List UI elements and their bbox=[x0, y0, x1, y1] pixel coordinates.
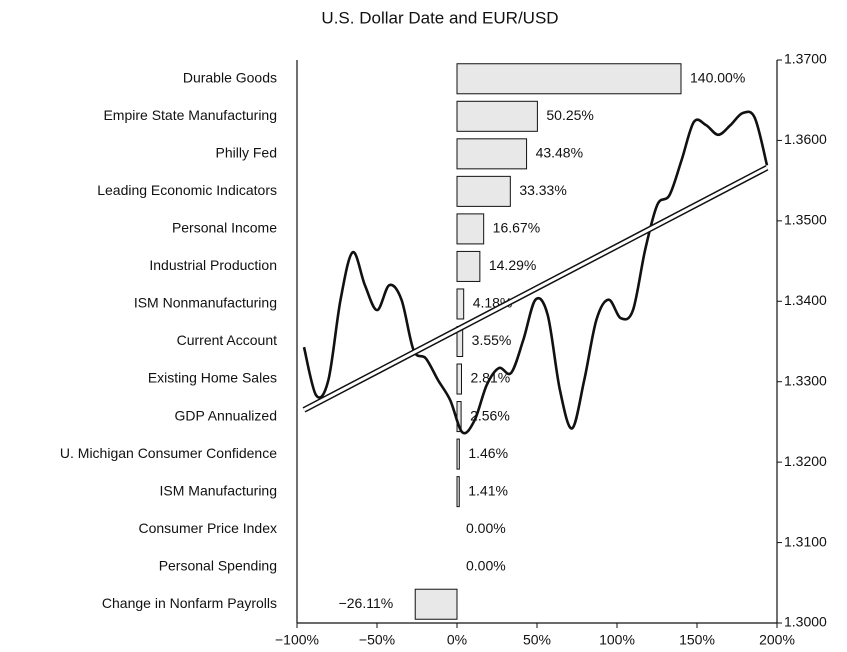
category-label: Consumer Price Index bbox=[138, 520, 277, 536]
value-label: 50.25% bbox=[546, 107, 593, 123]
category-label: U. Michigan Consumer Confidence bbox=[60, 445, 277, 461]
x-tick-label: −50% bbox=[359, 632, 395, 648]
bar bbox=[456, 363, 462, 395]
value-label: 14.29% bbox=[489, 257, 536, 273]
bar bbox=[456, 138, 528, 170]
category-label: Existing Home Sales bbox=[148, 370, 277, 386]
category-label: GDP Annualized bbox=[175, 407, 277, 423]
value-label: 1.46% bbox=[468, 445, 508, 461]
chart-title: U.S. Dollar Date and EUR/USD bbox=[321, 8, 558, 27]
bar bbox=[456, 438, 460, 470]
category-label: Change in Nonfarm Payrolls bbox=[102, 595, 277, 611]
eurusd-line bbox=[302, 110, 769, 435]
bar bbox=[414, 588, 458, 620]
y2-tick-label: 1.3700 bbox=[784, 51, 827, 67]
value-label: 0.00% bbox=[466, 520, 506, 536]
y2-tick-label: 1.3000 bbox=[784, 614, 827, 630]
y2-tick-label: 1.3500 bbox=[784, 212, 827, 228]
value-label: 1.41% bbox=[468, 482, 508, 498]
category-label: ISM Manufacturing bbox=[160, 482, 278, 498]
x-tick-label: 150% bbox=[679, 632, 715, 648]
value-label: −26.11% bbox=[339, 595, 394, 611]
bar bbox=[456, 175, 511, 207]
x-tick-label: −100% bbox=[275, 632, 319, 648]
category-label: Personal Spending bbox=[159, 557, 277, 573]
value-label: 140.00% bbox=[690, 69, 745, 85]
x-tick-label: 0% bbox=[447, 632, 467, 648]
category-label: Industrial Production bbox=[149, 257, 277, 273]
category-label: ISM Nonmanufacturing bbox=[134, 295, 277, 311]
category-label: Empire State Manufacturing bbox=[103, 107, 277, 123]
trend-line bbox=[303, 166, 768, 412]
value-label: 2.56% bbox=[470, 407, 510, 423]
bar bbox=[456, 250, 481, 282]
y2-tick-label: 1.3200 bbox=[784, 453, 827, 469]
value-label: 3.55% bbox=[472, 332, 512, 348]
x-tick-label: 100% bbox=[599, 632, 635, 648]
y2-tick-label: 1.3300 bbox=[784, 372, 827, 388]
category-label: Leading Economic Indicators bbox=[97, 182, 277, 198]
category-label: Durable Goods bbox=[183, 69, 277, 85]
x-tick-label: 50% bbox=[523, 632, 551, 648]
x-tick-label: 200% bbox=[759, 632, 795, 648]
y2-tick-label: 1.3400 bbox=[784, 292, 827, 308]
bar bbox=[456, 476, 460, 508]
category-label: Philly Fed bbox=[216, 145, 277, 161]
bar bbox=[456, 288, 465, 320]
value-label: 43.48% bbox=[536, 145, 583, 161]
value-label: 0.00% bbox=[466, 557, 506, 573]
y2-tick-label: 1.3600 bbox=[784, 131, 827, 147]
bar bbox=[456, 63, 682, 95]
bar bbox=[456, 100, 538, 132]
bar bbox=[456, 213, 485, 245]
category-label: Personal Income bbox=[172, 220, 277, 236]
value-label: 16.67% bbox=[493, 220, 540, 236]
category-label: Current Account bbox=[177, 332, 277, 348]
y2-tick-label: 1.3100 bbox=[784, 533, 827, 549]
value-label: 33.33% bbox=[519, 182, 566, 198]
